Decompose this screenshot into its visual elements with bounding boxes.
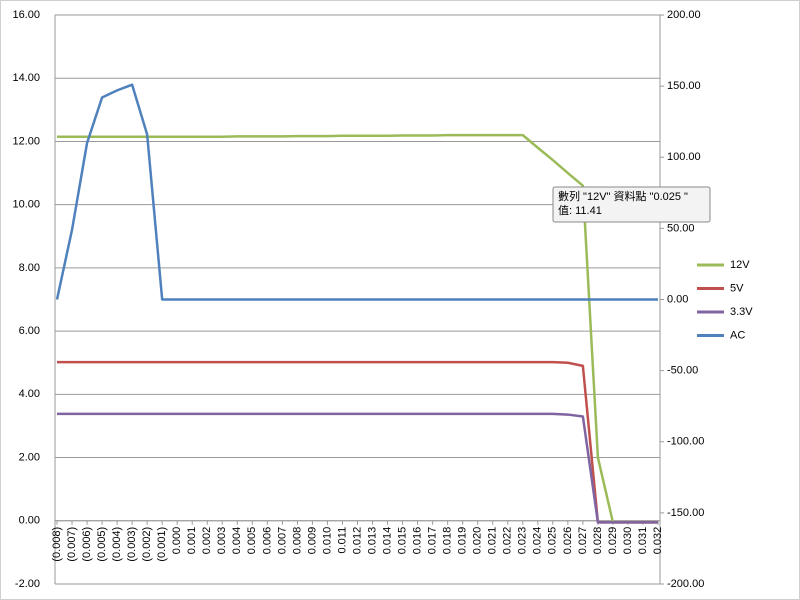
x-tick-label: 0.001 [186,527,198,555]
x-tick-label: 0.007 [276,527,288,555]
y-tick-label: 2.00 [19,451,40,463]
y2-tick-label: -150.00 [667,507,704,519]
x-tick-label: 0.009 [306,527,318,555]
x-tick-label: 0.010 [321,527,333,555]
y2-tick-label: -50.00 [667,365,698,377]
x-tick-label: (0.001) [156,527,168,562]
x-tick-label: 0.004 [231,527,243,555]
x-tick-label: 0.020 [472,527,484,555]
x-tick-label: 0.031 [637,527,649,555]
tooltip-box [552,186,711,223]
x-tick-label: 0.029 [607,527,619,555]
x-tick-label: 0.032 [652,527,664,555]
legend-label: 5V [730,282,744,294]
x-tick-label: 0.023 [517,527,529,555]
x-tick-label: 0.000 [171,527,183,555]
x-tick-label: 0.018 [442,527,454,555]
y-tick-label: 4.00 [19,388,40,400]
tooltip-line: 值: 11.41 [558,204,602,217]
y2-tick-label: -200.00 [667,578,704,590]
x-tick-label: 0.022 [502,527,514,555]
y2-tick-label: 100.00 [667,151,701,163]
series-line [57,412,658,524]
legend-label: AC [730,329,745,341]
series-line [57,360,658,524]
y2-tick-label: 200.00 [667,9,701,21]
tooltip: 數列 "12V" 資料點 "0.025 "值: 11.41 [552,186,711,223]
y2-tick-label: 0.00 [667,293,688,305]
x-tick-label: 0.008 [291,527,303,555]
y-tick-label: -2.00 [15,578,40,590]
x-tick-label: 0.017 [427,527,439,555]
y-tick-label: 12.00 [12,135,40,147]
series-line [57,133,658,524]
y-tick-label: 10.00 [12,199,40,211]
x-tick-label: (0.006) [81,527,93,562]
x-tick-label: 0.012 [351,527,363,555]
legend-label: 12V [730,259,750,271]
x-tick-label: 0.011 [336,527,348,554]
x-tick-label: 0.021 [487,527,499,555]
y-tick-label: 16.00 [12,9,40,21]
x-tick-label: (0.007) [66,527,78,562]
x-tick-label: 0.013 [366,527,378,555]
x-tick-label: 0.024 [532,527,544,555]
series-line [55,83,658,301]
x-tick-label: 0.002 [201,527,213,555]
x-tick-label: 0.026 [562,527,574,555]
x-tick-label: 0.015 [396,527,408,555]
x-tick-label: (0.003) [126,527,138,562]
y2-tick-label: -100.00 [667,436,704,448]
x-tick-label: 0.025 [547,527,559,555]
x-tick-label: (0.004) [111,527,123,562]
y-tick-label: 0.00 [19,515,40,527]
x-tick-label: 0.014 [381,527,393,555]
x-tick-label: 0.019 [457,527,469,555]
x-tick-label: (0.002) [141,527,153,562]
tooltip-line: 數列 "12V" 資料點 "0.025 " [558,189,688,203]
x-tick-label: 0.028 [592,527,604,555]
y2-tick-label: 150.00 [667,80,701,92]
y-tick-label: 14.00 [12,72,40,84]
x-tick-label: 0.030 [622,527,634,555]
x-tick-label: 0.005 [246,527,258,555]
x-tick-label: (0.005) [96,527,108,562]
legend-label: 3.3V [730,306,753,318]
x-tick-label: (0.008) [51,527,63,562]
x-tick-label: 0.003 [216,527,228,555]
y-tick-label: 6.00 [19,325,40,337]
x-tick-label: 0.006 [261,527,273,555]
x-tick-label: 0.016 [412,527,424,555]
y2-tick-label: 50.00 [667,222,695,234]
x-tick-label: 0.027 [577,527,589,555]
y-tick-label: 8.00 [19,262,40,274]
